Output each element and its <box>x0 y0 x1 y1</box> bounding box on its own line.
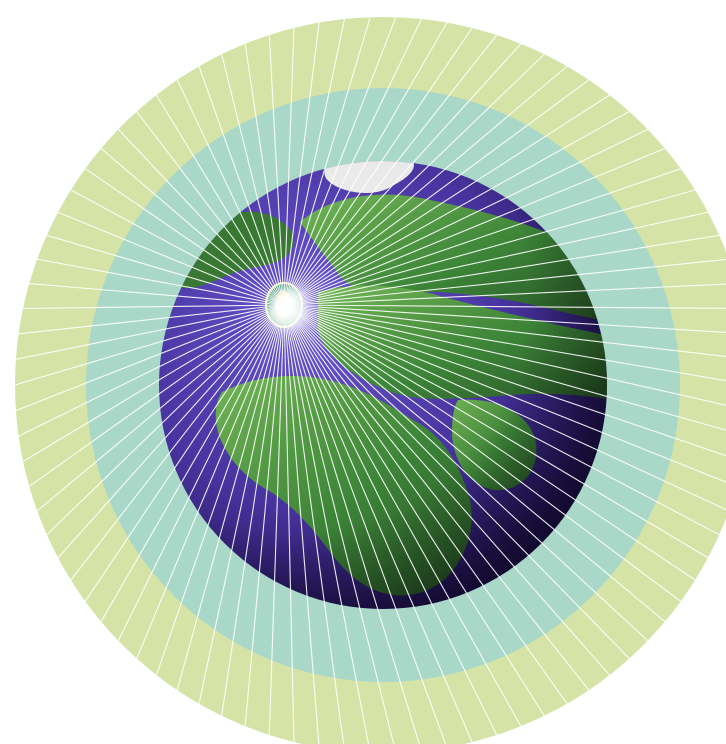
ray-line <box>155 94 285 306</box>
ray-line <box>176 79 285 306</box>
ray-line <box>283 304 395 744</box>
ray-line <box>18 304 285 335</box>
ray-line <box>36 304 285 512</box>
ray-line <box>283 304 649 642</box>
ray-line <box>283 304 473 743</box>
ray-line <box>283 304 726 457</box>
ray-line <box>283 304 682 602</box>
ray-line <box>283 18 346 306</box>
ray-line <box>283 304 726 382</box>
ray-line <box>46 304 285 536</box>
ray-line <box>283 304 345 744</box>
ray-line <box>283 65 568 306</box>
ray-line <box>84 168 285 306</box>
ray-line <box>283 27 473 306</box>
ray-line <box>283 304 447 744</box>
ray-line <box>283 79 590 306</box>
ray-line <box>283 211 709 306</box>
ray-line <box>268 34 285 306</box>
ray-line <box>283 304 726 309</box>
ray-line <box>136 111 285 306</box>
ray-line <box>283 283 726 306</box>
ray-line <box>221 304 285 716</box>
ray-line <box>283 53 545 306</box>
ray-line <box>283 304 568 705</box>
ray-line <box>283 304 726 483</box>
ray-line <box>283 43 522 306</box>
ray-line <box>57 304 285 559</box>
ray-line <box>283 304 545 717</box>
ray-line <box>283 234 720 306</box>
ray-line <box>283 27 295 306</box>
ray-line <box>283 22 448 306</box>
ray-line <box>283 304 726 334</box>
ray-line <box>283 94 610 306</box>
ray-line <box>117 128 285 306</box>
ray-line <box>283 189 696 306</box>
ray-line <box>283 304 726 406</box>
ray-line <box>283 304 320 744</box>
ray-line <box>283 304 720 536</box>
ray-line <box>70 304 285 581</box>
ray-line <box>28 304 285 487</box>
ray-line <box>283 304 498 736</box>
ray-line <box>46 234 285 306</box>
ray-line <box>283 304 726 431</box>
ray-line <box>198 304 285 704</box>
ray-line <box>70 189 285 306</box>
ray-line <box>283 168 681 306</box>
ray-line <box>37 258 285 306</box>
ray-line <box>283 147 666 306</box>
ray-line <box>283 111 630 306</box>
ray-line <box>15 304 285 412</box>
ray-line <box>283 18 422 306</box>
ray-line <box>283 304 590 691</box>
ray-line <box>283 128 648 306</box>
ray-line <box>283 304 630 659</box>
ray-line <box>283 22 320 306</box>
ray-line <box>22 304 285 462</box>
ray-line <box>283 34 498 306</box>
ray-line <box>283 304 295 743</box>
globe-shading <box>159 161 607 609</box>
ray-line <box>283 304 420 744</box>
ray-line <box>283 304 610 676</box>
ray-line <box>283 304 696 581</box>
ray-line <box>23 304 285 310</box>
ray-line <box>155 304 285 676</box>
ray-line <box>283 304 370 744</box>
ray-line <box>283 258 726 306</box>
ray-line <box>18 304 285 437</box>
ray-line <box>100 148 285 306</box>
ray-line <box>283 304 709 559</box>
ray-line <box>283 17 371 306</box>
ray-line <box>283 304 666 622</box>
ray-line <box>244 43 285 306</box>
ray-line <box>84 304 285 602</box>
ray-line <box>57 211 285 306</box>
ray-line <box>29 283 285 306</box>
ray-line <box>268 304 285 736</box>
ray-line <box>117 304 285 641</box>
ray-line <box>176 304 285 691</box>
ray-line <box>283 304 726 511</box>
ray-line <box>15 304 285 360</box>
radiating-rays <box>14 17 726 744</box>
ray-line <box>198 66 285 306</box>
ray-line <box>100 304 285 622</box>
ray-line <box>283 304 522 727</box>
ray-line <box>244 304 285 727</box>
ray-line <box>283 304 726 358</box>
ray-line <box>14 304 285 386</box>
ray-line <box>283 17 397 306</box>
ray-line <box>221 54 285 306</box>
ray-line <box>136 304 285 659</box>
